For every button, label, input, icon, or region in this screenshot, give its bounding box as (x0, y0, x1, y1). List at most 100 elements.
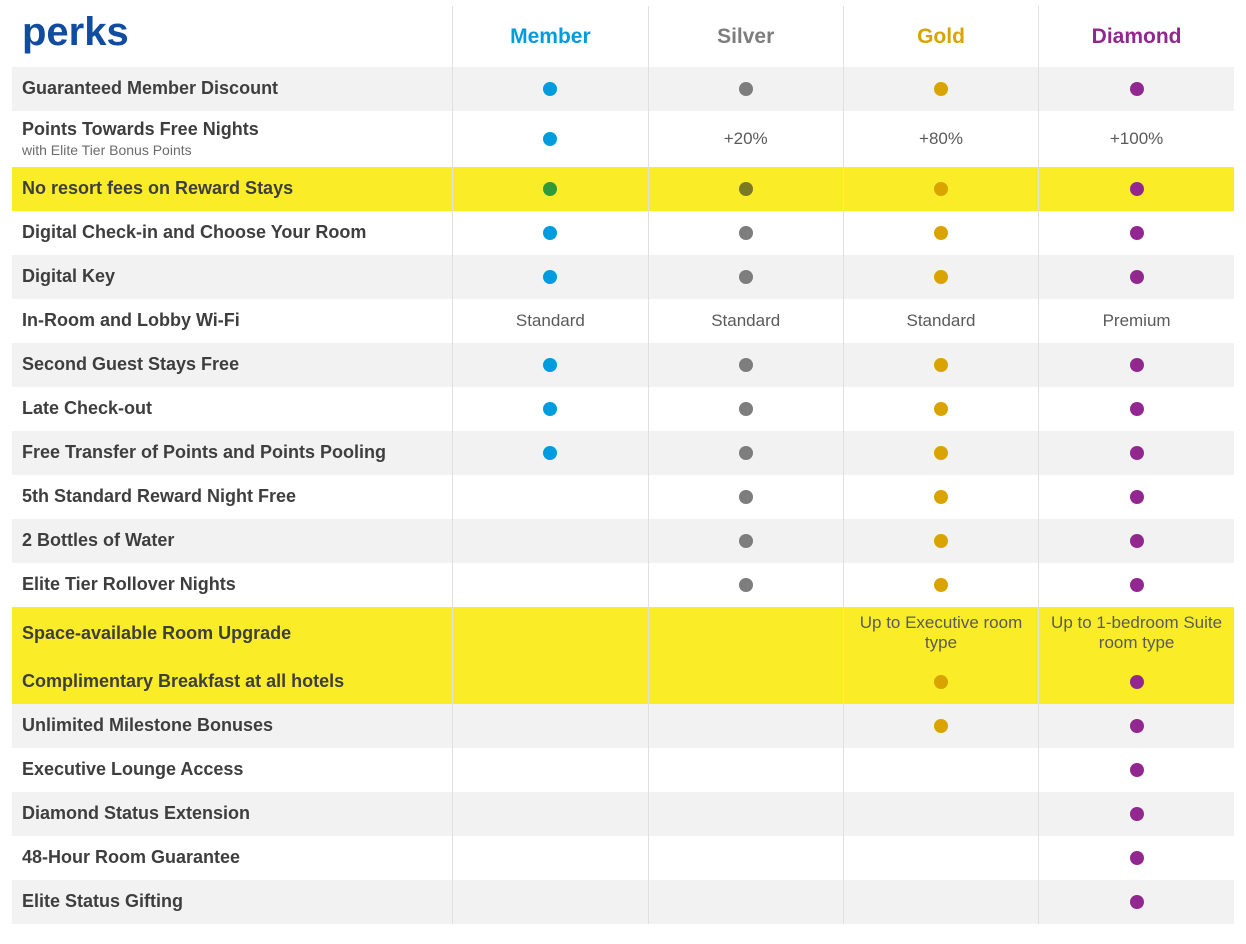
cell-diamond (1039, 475, 1234, 519)
included-dot-icon (543, 358, 557, 372)
cell-member (453, 748, 648, 792)
cell-diamond (1039, 67, 1234, 111)
included-dot-icon (934, 578, 948, 592)
table-row: Elite Tier Rollover Nights (12, 563, 1234, 607)
included-dot-icon (1130, 763, 1144, 777)
table-row: 48-Hour Room Guarantee (12, 836, 1234, 880)
included-dot-icon (543, 446, 557, 460)
perk-label-text: Elite Status Gifting (22, 891, 183, 911)
included-dot-icon (1130, 675, 1144, 689)
perk-label-text: Unlimited Milestone Bonuses (22, 715, 273, 735)
cell-diamond (1039, 836, 1234, 880)
included-dot-icon (1130, 270, 1144, 284)
cell-member (453, 111, 648, 167)
cell-silver (648, 748, 843, 792)
included-dot-icon (543, 182, 557, 196)
cell-text: Premium (1103, 311, 1171, 331)
included-dot-icon (1130, 807, 1144, 821)
included-dot-icon (1130, 402, 1144, 416)
cell-diamond (1039, 660, 1234, 704)
included-dot-icon (934, 402, 948, 416)
cell-gold (843, 67, 1038, 111)
perk-label: Digital Key (12, 255, 453, 299)
cell-silver (648, 792, 843, 836)
included-dot-icon (1130, 851, 1144, 865)
cell-diamond (1039, 211, 1234, 255)
cell-member (453, 475, 648, 519)
table-row: Digital Check-in and Choose Your Room (12, 211, 1234, 255)
cell-gold (843, 880, 1038, 924)
cell-gold (843, 792, 1038, 836)
perk-label: Second Guest Stays Free (12, 343, 453, 387)
included-dot-icon (1130, 358, 1144, 372)
cell-text: Standard (711, 311, 780, 331)
included-dot-icon (543, 82, 557, 96)
perk-label-text: No resort fees on Reward Stays (22, 178, 293, 198)
perk-label-text: Executive Lounge Access (22, 759, 243, 779)
table-row: Second Guest Stays Free (12, 343, 1234, 387)
included-dot-icon (739, 358, 753, 372)
perk-label: Complimentary Breakfast at all hotels (12, 660, 453, 704)
perk-label-text: 48-Hour Room Guarantee (22, 847, 240, 867)
perk-label-text: In-Room and Lobby Wi-Fi (22, 310, 240, 330)
perk-label-text: 2 Bottles of Water (22, 530, 174, 550)
cell-silver (648, 836, 843, 880)
perk-label: 2 Bottles of Water (12, 519, 453, 563)
cell-diamond: Up to 1-bedroom Suite room type (1039, 607, 1234, 660)
included-dot-icon (1130, 226, 1144, 240)
cell-member (453, 836, 648, 880)
included-dot-icon (1130, 534, 1144, 548)
included-dot-icon (739, 270, 753, 284)
perk-label-text: Space-available Room Upgrade (22, 623, 291, 643)
cell-gold (843, 660, 1038, 704)
cell-gold (843, 519, 1038, 563)
cell-text: Standard (516, 311, 585, 331)
included-dot-icon (934, 270, 948, 284)
table-title: perks (12, 6, 453, 67)
included-dot-icon (934, 358, 948, 372)
cell-member (453, 660, 648, 704)
cell-silver (648, 475, 843, 519)
included-dot-icon (543, 402, 557, 416)
cell-silver (648, 607, 843, 660)
cell-gold: Standard (843, 299, 1038, 343)
cell-gold (843, 167, 1038, 211)
cell-text: +80% (919, 129, 963, 149)
cell-text: Up to 1-bedroom Suite room type (1047, 613, 1226, 654)
perk-label: Elite Status Gifting (12, 880, 453, 924)
cell-gold (843, 387, 1038, 431)
column-header-gold: Gold (843, 6, 1038, 67)
included-dot-icon (543, 132, 557, 146)
perk-label-text: Points Towards Free Nights (22, 119, 259, 139)
included-dot-icon (934, 182, 948, 196)
included-dot-icon (543, 270, 557, 284)
included-dot-icon (1130, 446, 1144, 460)
cell-text: +20% (724, 129, 768, 149)
cell-member (453, 67, 648, 111)
cell-member (453, 607, 648, 660)
cell-gold: +80% (843, 111, 1038, 167)
table-row: Elite Status Gifting (12, 880, 1234, 924)
perk-label: In-Room and Lobby Wi-Fi (12, 299, 453, 343)
perk-label: 48-Hour Room Guarantee (12, 836, 453, 880)
table-row: Digital Key (12, 255, 1234, 299)
included-dot-icon (1130, 490, 1144, 504)
cell-silver (648, 255, 843, 299)
perk-label-text: Diamond Status Extension (22, 803, 250, 823)
cell-diamond (1039, 748, 1234, 792)
cell-silver (648, 431, 843, 475)
cell-gold (843, 704, 1038, 748)
included-dot-icon (739, 534, 753, 548)
perk-label: Executive Lounge Access (12, 748, 453, 792)
perk-sublabel-text: with Elite Tier Bonus Points (22, 142, 442, 159)
cell-member (453, 211, 648, 255)
cell-member (453, 431, 648, 475)
cell-text: Up to Executive room type (852, 613, 1030, 654)
perk-label: Free Transfer of Points and Points Pooli… (12, 431, 453, 475)
cell-silver (648, 67, 843, 111)
cell-gold (843, 563, 1038, 607)
perk-label: Elite Tier Rollover Nights (12, 563, 453, 607)
included-dot-icon (739, 182, 753, 196)
included-dot-icon (1130, 82, 1144, 96)
perk-label-text: Elite Tier Rollover Nights (22, 574, 236, 594)
